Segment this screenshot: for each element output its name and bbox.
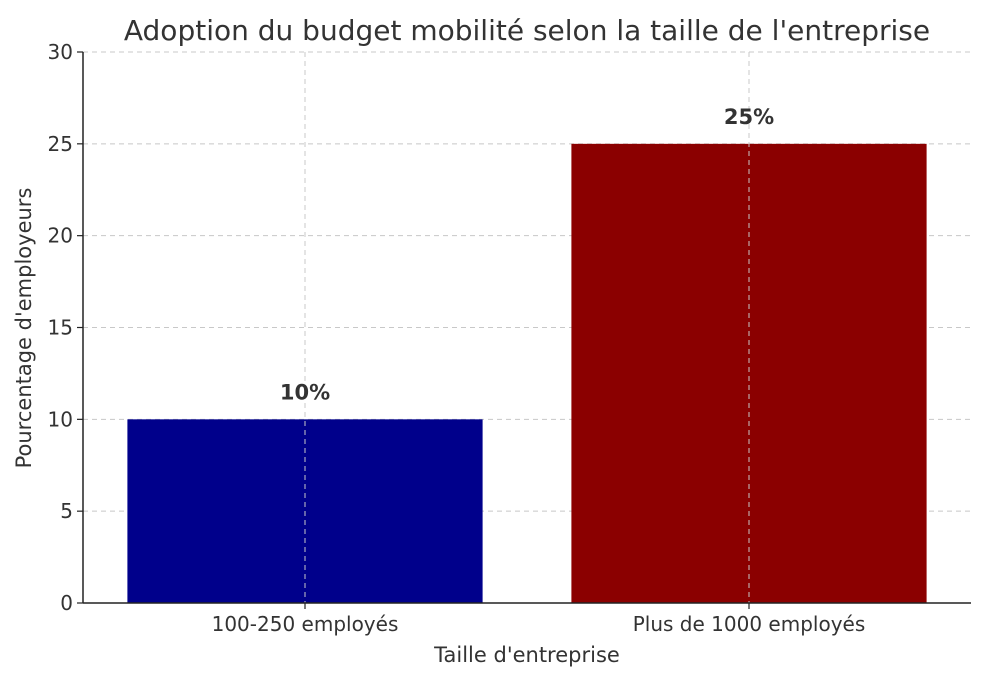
y-axis-label: Pourcentage d'employeurs [12,188,36,469]
x-axis-label: Taille d'entreprise [433,643,620,667]
x-tick-label: 100-250 employés [212,612,399,636]
y-tick-label: 15 [48,316,73,340]
y-tick-label: 5 [60,499,73,523]
y-tick-label: 20 [48,224,73,248]
bar-value-label: 10% [280,380,330,404]
y-tick-label: 25 [48,132,73,156]
chart-title: Adoption du budget mobilité selon la tai… [124,14,930,47]
bars [127,143,927,604]
bar-value-label: 25% [724,105,774,129]
y-tick-label: 30 [48,40,73,64]
data-labels: 10% 25% [280,105,774,405]
bar [571,143,927,604]
x-tick-label: Plus de 1000 employés [633,612,866,636]
y-tick-label: 10 [48,407,73,431]
axes: 0 5 10 15 20 25 30 100-250 employés Plus de 1000… [48,40,971,636]
y-tick-label: 0 [60,591,73,615]
vertical-grid [304,52,750,603]
